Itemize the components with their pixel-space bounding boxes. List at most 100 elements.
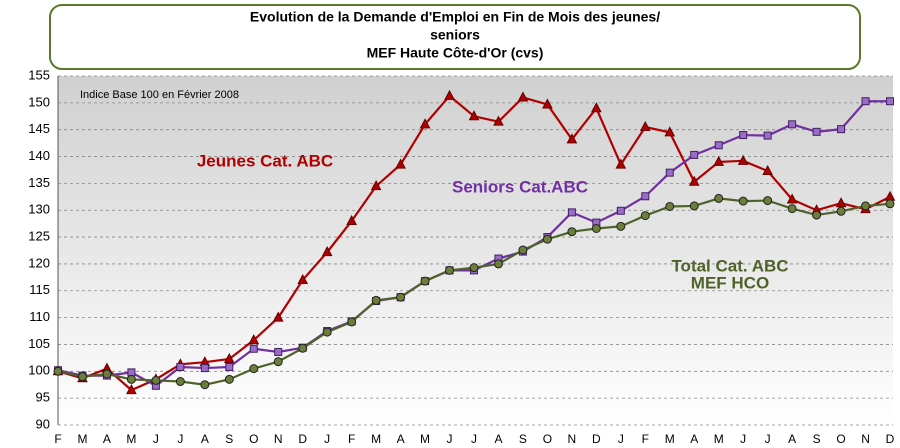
x-tick-label: O	[543, 432, 552, 446]
x-tick-label: S	[225, 432, 233, 446]
x-tick-label: A	[201, 432, 209, 446]
series-label: Jeunes Cat. ABC	[197, 151, 333, 170]
marker	[836, 206, 846, 216]
x-tick-label: N	[274, 432, 283, 446]
marker	[248, 334, 260, 345]
marker	[493, 259, 503, 269]
marker	[273, 357, 283, 367]
x-tick-label: A	[103, 432, 111, 446]
x-tick-label: A	[397, 432, 405, 446]
x-tick-label: S	[519, 432, 527, 446]
marker	[274, 347, 283, 356]
marker	[469, 263, 479, 273]
y-tick-label: 130	[28, 202, 50, 217]
chart-title: MEF Haute Côte-d'Or (cvs)	[367, 45, 544, 61]
marker	[321, 246, 333, 257]
marker	[714, 193, 724, 203]
series-label: Seniors Cat.ABC	[452, 177, 588, 196]
x-tick-label: D	[886, 432, 895, 446]
x-tick-label: A	[690, 432, 698, 446]
marker	[517, 91, 529, 102]
y-tick-label: 120	[28, 255, 50, 270]
marker	[616, 221, 626, 231]
marker	[690, 150, 699, 159]
annotation: Indice Base 100 en Février 2008	[80, 89, 239, 101]
marker	[518, 245, 528, 255]
marker	[688, 175, 700, 186]
y-tick-label: 150	[28, 94, 50, 109]
marker	[812, 127, 821, 136]
marker	[272, 311, 284, 322]
marker	[151, 375, 161, 385]
y-tick-label: 135	[28, 175, 50, 190]
y-tick-label: 110	[29, 309, 50, 324]
marker	[788, 120, 797, 129]
plot-area	[58, 76, 893, 425]
marker	[176, 363, 185, 372]
x-tick-label: D	[592, 432, 601, 446]
y-tick-label: 90	[36, 416, 50, 431]
annotation: MEF HCO	[691, 273, 769, 292]
x-tick-label: A	[788, 432, 796, 446]
marker	[567, 227, 577, 237]
marker	[298, 343, 308, 353]
y-tick-label: 105	[28, 336, 50, 351]
marker	[639, 120, 651, 132]
marker	[641, 192, 650, 201]
x-tick-label: M	[665, 432, 675, 446]
marker	[665, 201, 675, 211]
x-tick-label: F	[348, 432, 355, 446]
x-tick-label: N	[568, 432, 577, 446]
marker	[886, 97, 894, 106]
title-box	[49, 4, 861, 70]
marker	[224, 374, 234, 384]
marker	[640, 211, 650, 221]
marker	[420, 276, 430, 286]
y-tick-label: 95	[36, 390, 50, 405]
marker	[763, 196, 773, 206]
marker	[297, 273, 309, 285]
y-tick-label: 125	[28, 229, 50, 244]
marker	[371, 295, 381, 305]
x-tick-label: O	[836, 432, 845, 446]
x-tick-label: A	[494, 432, 502, 446]
marker	[591, 102, 602, 113]
series-label: Total Cat. ABC	[671, 256, 788, 275]
marker	[763, 131, 772, 140]
marker	[762, 164, 773, 176]
x-tick-label: J	[153, 432, 159, 446]
marker	[126, 374, 136, 384]
x-tick-label: M	[420, 432, 430, 446]
y-tick-label: 115	[29, 282, 50, 297]
x-tick-label: J	[471, 432, 477, 446]
marker	[885, 199, 895, 209]
marker	[861, 97, 870, 106]
marker	[53, 366, 63, 376]
x-tick-label: O	[249, 432, 258, 446]
marker	[249, 344, 258, 353]
y-tick-label: 145	[28, 121, 50, 136]
marker	[787, 204, 797, 214]
marker	[542, 98, 553, 109]
marker	[370, 180, 382, 191]
marker	[812, 210, 822, 220]
marker	[616, 206, 625, 215]
marker	[493, 115, 504, 126]
marker	[395, 158, 406, 169]
chart-title: seniors	[430, 27, 480, 43]
marker	[689, 201, 699, 211]
marker	[837, 125, 846, 134]
marker	[396, 292, 406, 302]
marker	[346, 214, 357, 225]
marker	[126, 384, 137, 395]
marker	[567, 208, 576, 217]
y-tick-label: 155	[28, 67, 50, 82]
marker	[419, 118, 431, 129]
chart-title: Evolution de la Demande d'Emploi en Fin …	[250, 9, 660, 25]
marker	[542, 234, 552, 244]
x-tick-label: D	[298, 432, 307, 446]
marker	[737, 154, 749, 165]
x-tick-label: J	[765, 432, 771, 446]
marker	[664, 126, 676, 137]
